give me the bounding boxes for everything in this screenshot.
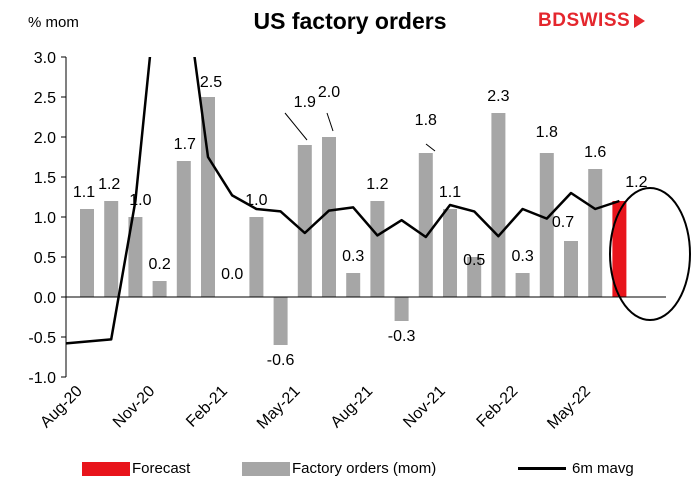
y-tick-label: -1.0	[28, 370, 56, 387]
line-layer	[66, 57, 620, 345]
data-label: 1.0	[245, 192, 267, 209]
factory-orders-bar	[394, 297, 409, 321]
y-tick-label: 3.0	[34, 50, 56, 67]
data-label: 1.6	[584, 144, 606, 161]
factory-orders-bar	[588, 169, 603, 297]
factory-orders-bar	[176, 161, 191, 297]
data-label: 0.3	[342, 248, 364, 265]
x-tick-label: Aug-20	[37, 383, 86, 432]
factory-orders-bar	[346, 273, 361, 297]
factory-orders-bar	[128, 217, 143, 297]
data-label: 1.0	[129, 192, 151, 209]
factory-orders-bar	[201, 97, 215, 297]
forecast-highlight-ellipse	[609, 187, 691, 321]
data-label: 1.7	[174, 136, 196, 153]
data-label: -0.6	[267, 352, 295, 369]
brand-logo: BDSWISS	[538, 10, 646, 32]
factory-orders-bar	[418, 153, 433, 297]
mavg-line	[66, 57, 620, 345]
legend-swatch-factory-orders	[242, 461, 290, 476]
data-label: 2.5	[200, 74, 222, 91]
x-tick-label: Nov-21	[400, 383, 449, 432]
legend-label-factory-orders: Factory orders (mom)	[292, 460, 437, 477]
x-tick-label: May-21	[254, 383, 304, 433]
y-tick-label: 2.5	[34, 90, 56, 107]
forecast-bar	[612, 201, 627, 297]
legend-item-factory-orders: Factory orders (mom)	[242, 460, 436, 477]
data-label: 2.3	[487, 88, 509, 105]
factory-orders-bar	[564, 241, 578, 297]
legend-item-forecast: Forecast	[82, 460, 190, 477]
x-tick-label: Nov-20	[110, 383, 159, 432]
legend-label-forecast: Forecast	[132, 460, 191, 477]
y-tick-label: 1.0	[34, 210, 56, 227]
x-tick-label: Aug-21	[328, 383, 377, 432]
callout-leader	[326, 112, 334, 132]
factory-orders-bar	[273, 297, 288, 345]
factory-orders-bar	[249, 217, 264, 297]
factory-orders-bar	[80, 209, 94, 297]
factory-orders-bar	[297, 145, 312, 297]
factory-orders-bar	[539, 153, 554, 297]
callout-leader	[284, 112, 308, 141]
data-label: 1.1	[439, 184, 461, 201]
factory-orders-bar	[491, 113, 506, 297]
brand-arrow-icon	[634, 14, 646, 28]
y-tick-label: 1.5	[34, 170, 56, 187]
legend-label-mavg: 6m mavg	[572, 460, 634, 477]
data-label: 0.2	[148, 256, 170, 273]
chart-title: US factory orders	[253, 8, 447, 34]
y-axis-unit-label: % mom	[28, 14, 79, 31]
annotation-layer	[284, 112, 691, 321]
x-tick-label: Feb-21	[183, 383, 231, 431]
data-label: 1.8	[415, 112, 437, 129]
factory-orders-bar	[152, 281, 167, 297]
data-label: 1.8	[536, 124, 558, 141]
labels-layer: 1.1 1.21.00.21.72.50.01.0-0.61.92.00.31.2…	[73, 74, 648, 369]
data-label: 1.1	[73, 184, 95, 201]
legend-swatch-forecast	[82, 461, 130, 476]
factory-orders-bar	[322, 137, 336, 297]
data-label: 1.2	[625, 174, 647, 191]
legend-swatch-mavg	[518, 467, 566, 470]
y-tick-label: 0.0	[34, 290, 56, 307]
factory-orders-bar	[467, 257, 482, 297]
data-label: 0.7	[552, 214, 574, 231]
y-tick-label: -0.5	[28, 330, 56, 347]
y-tick-label: 0.5	[34, 250, 56, 267]
x-tick-label: Feb-22	[474, 383, 522, 431]
data-label: 0.3	[511, 248, 533, 265]
legend-item-mavg: 6m mavg	[518, 460, 634, 477]
brand-name: BDSWISS	[538, 10, 631, 31]
bars-layer	[80, 97, 627, 345]
data-label: 1.2	[366, 176, 388, 193]
data-label: 0.0	[221, 266, 243, 283]
factory-orders-bar	[515, 273, 530, 297]
data-label: 1.9	[294, 94, 316, 111]
chart-legend: Forecast Factory orders (mom) 6m mavg	[0, 460, 700, 486]
callout-leader	[425, 143, 436, 152]
factory-orders-bar	[104, 201, 119, 297]
data-label: -0.3	[388, 328, 416, 345]
y-tick-label: 2.0	[34, 130, 56, 147]
data-label: 2.0	[318, 84, 340, 101]
x-tick-label: May-22	[544, 383, 594, 433]
factory-orders-bar	[443, 209, 457, 297]
factory-orders-bar	[370, 201, 385, 297]
data-label: 1.2	[98, 176, 120, 193]
data-label: 0.5	[463, 252, 485, 269]
